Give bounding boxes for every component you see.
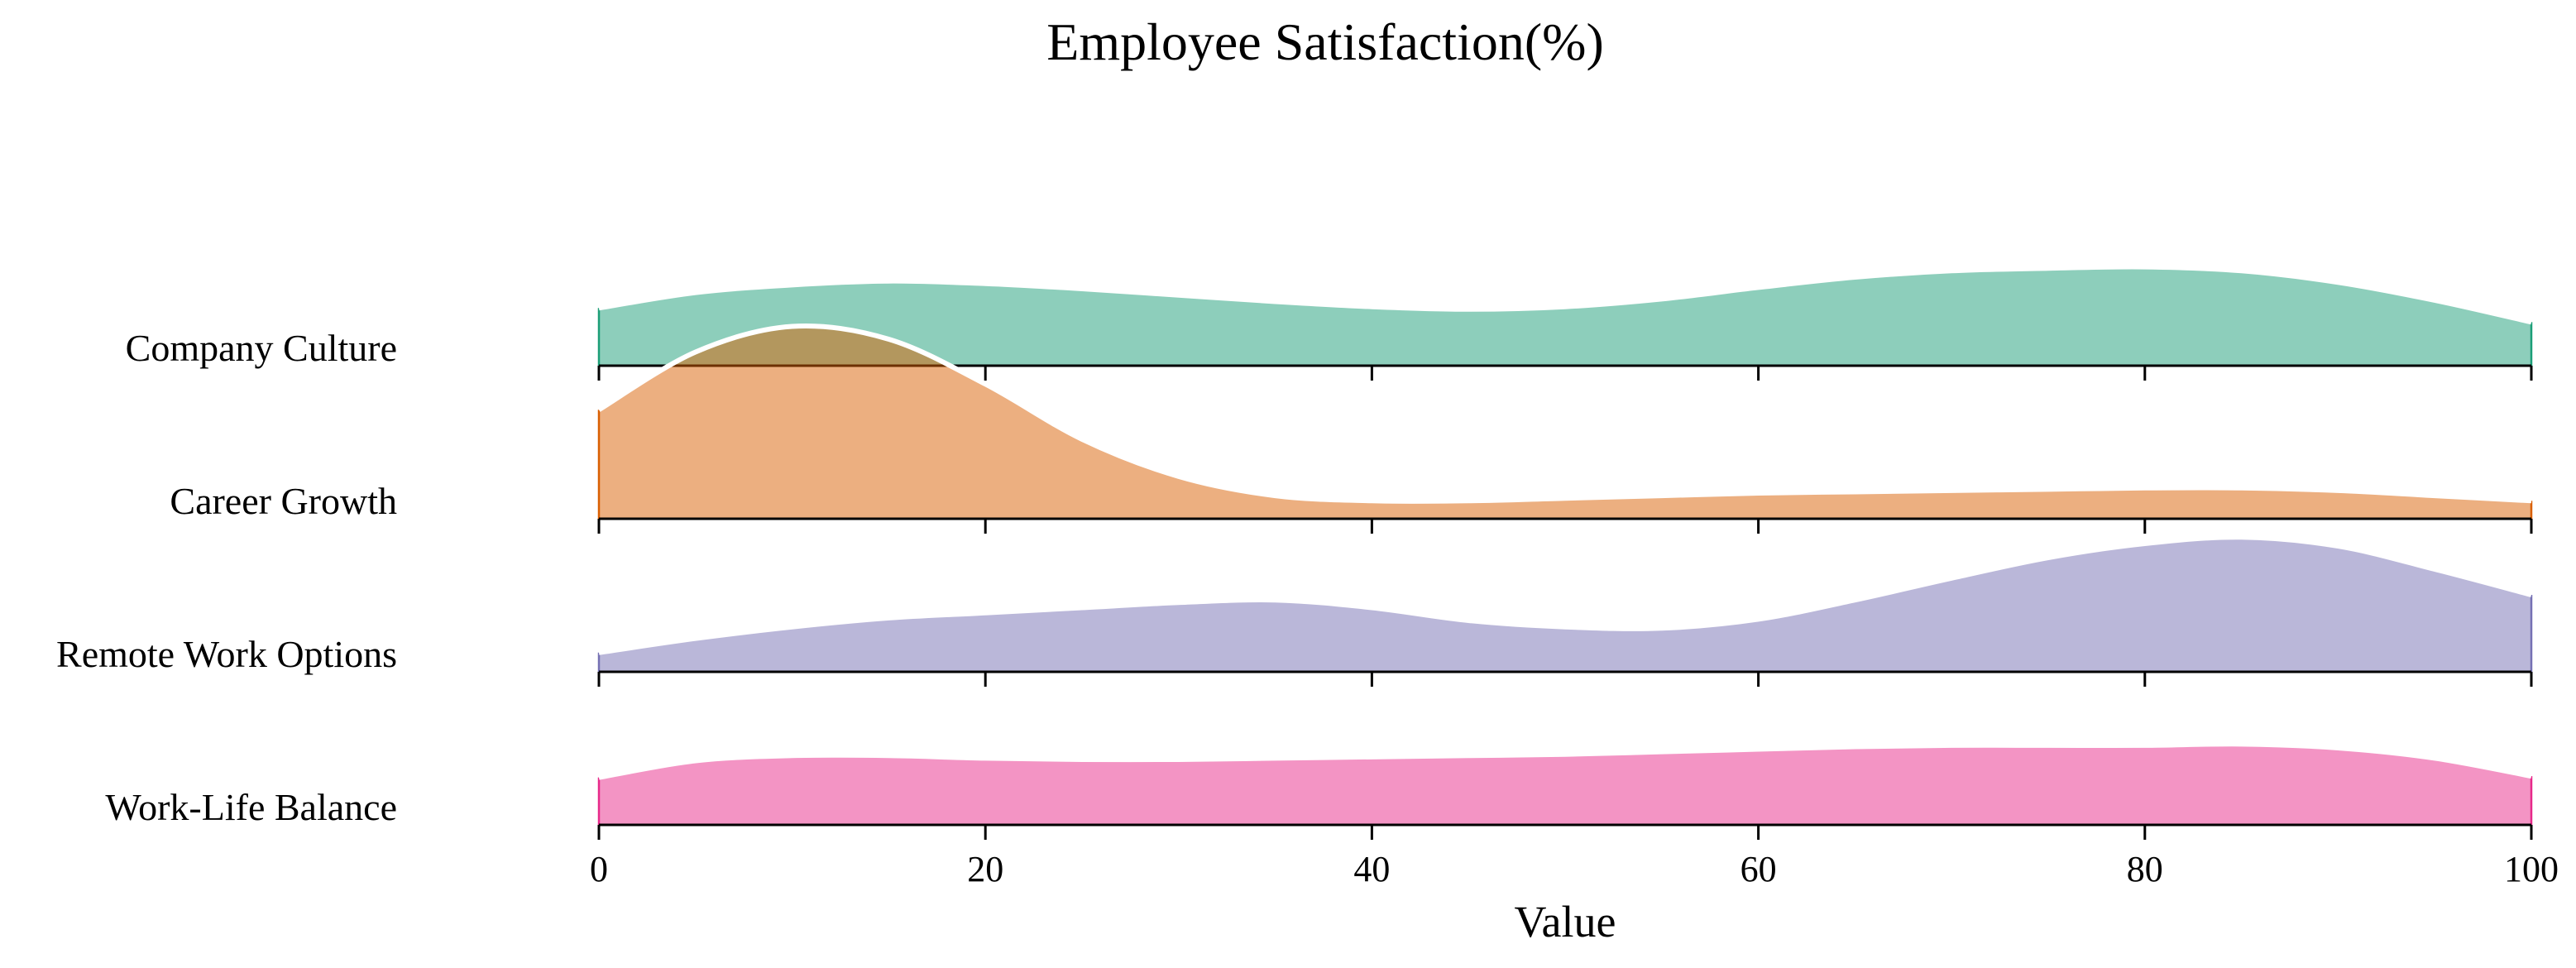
x-tick-label-20: 20 — [967, 849, 1003, 889]
ridge-outline-remote-work-options — [598, 534, 2532, 655]
ridge-outline-career-growth — [597, 323, 2532, 504]
chart-title: Employee Satisfaction(%) — [1046, 12, 1604, 71]
x-axis-label: Value — [1515, 897, 1616, 946]
x-tick-label-40: 40 — [1353, 849, 1390, 889]
row-label-remote-work-options: Remote Work Options — [56, 633, 397, 675]
x-tick-label-100: 100 — [2504, 849, 2559, 889]
x-tick-label-0: 0 — [590, 849, 608, 889]
ridge-area-company-culture — [599, 266, 2531, 366]
ridge-area-career-growth — [599, 325, 2531, 519]
ridge-area-work-life-balance — [599, 744, 2531, 825]
row-label-work-life-balance: Work-Life Balance — [105, 786, 397, 828]
row-label-career-growth: Career Growth — [170, 480, 397, 522]
x-tick-label-60: 60 — [1740, 849, 1777, 889]
row-label-company-culture: Company Culture — [126, 327, 397, 369]
ridge-area-remote-work-options — [599, 537, 2531, 672]
x-axis: 0 20 40 60 80 100 — [590, 849, 2559, 889]
ridges-group: Company Culture Career Growth Remote Work … — [56, 264, 2533, 840]
x-tick-label-80: 80 — [2127, 849, 2163, 889]
ridge-outline-work-life-balance — [598, 741, 2532, 780]
ridge-outline-company-culture — [598, 264, 2532, 325]
